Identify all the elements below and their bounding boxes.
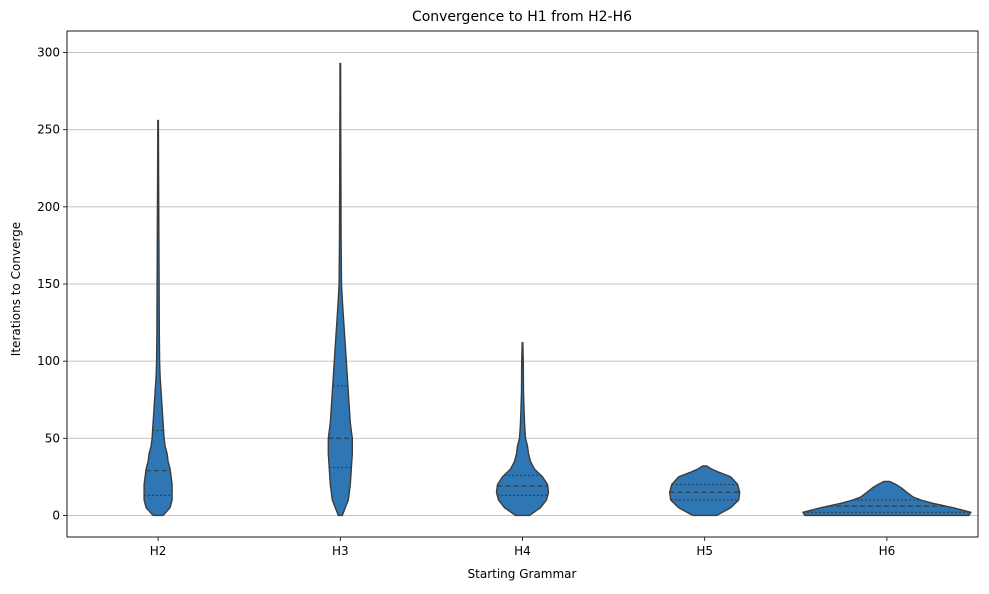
chart-title: Convergence to H1 from H2-H6 [412, 9, 632, 25]
axes: 0 50 100 150 200 250 300 H2 H3 H4 H5 H6 [37, 30, 979, 558]
y-tick-label: 150 [37, 277, 60, 291]
violin-h5 [669, 465, 741, 517]
x-tick-label: H3 [332, 544, 349, 558]
y-tick-label: 100 [37, 354, 60, 368]
y-axis-label: Iterations to Converge [9, 222, 23, 356]
x-tick-label: H5 [696, 544, 713, 558]
violin-h2 [143, 119, 173, 517]
x-tick-label: H2 [150, 544, 167, 558]
x-tick-label: H6 [879, 544, 896, 558]
y-tick-label: 250 [37, 123, 60, 137]
y-tick-label: 200 [37, 200, 60, 214]
violins [143, 62, 972, 517]
violin-h3 [327, 62, 353, 517]
violin-h4 [495, 341, 550, 517]
x-axis-label: Starting Grammar [468, 567, 577, 581]
violin-h6 [802, 480, 972, 517]
y-tick-label: 0 [52, 508, 60, 522]
y-tick-label: 50 [45, 431, 60, 445]
x-tick-label: H4 [514, 544, 531, 558]
y-tick-label: 300 [37, 46, 60, 60]
